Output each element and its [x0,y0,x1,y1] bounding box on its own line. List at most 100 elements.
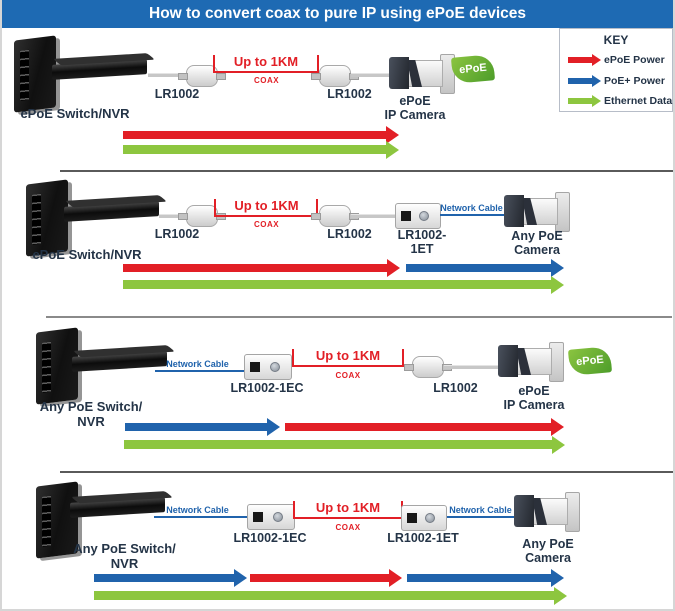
camera-label: Any PoE Camera [508,229,566,257]
bullet-camera [504,192,570,232]
epoe-leaf-badge: ePoE [567,346,613,376]
ethernet-data-arrow [123,275,564,294]
lr1002-label: LR1002 [327,227,372,241]
camera-lens-hood [389,57,409,89]
lr1002-label: LR1002 [433,381,478,395]
ethernet-switch [14,35,56,113]
lr1002-1et-converter [395,203,441,229]
poe-plus-power-arrow [407,569,564,587]
poe-plus-power-arrow [125,418,280,436]
lr1002-converter [404,356,452,378]
source-device-label: Any PoE Switch/ NVR [30,399,152,429]
lr1002-converter [311,65,359,87]
lr1002-1et-label: LR1002-1ET [387,531,459,545]
coax-line [294,365,402,367]
camera-label-line1: ePoE [518,384,550,398]
switch-ports [42,341,51,393]
camera-label-line2: IP Camera [503,398,565,412]
camera-lens-hood [498,345,518,377]
lr1002-label: LR1002 [154,87,200,101]
epoe-power-arrow-icon [568,54,601,66]
coax-distance-label: Up to 1KM [315,500,381,515]
source-device-label: Any PoE Switch/ NVR [62,541,187,571]
bullet-camera [498,342,564,382]
camera-label-line1: ePoE [399,94,431,108]
epoe-power-arrow [285,418,564,436]
network-cable-line [447,516,514,518]
coax-distance-label: Up to 1KM [234,198,299,213]
camera-lens-hood [504,195,524,227]
camera-label-line1: Any PoE [511,229,563,243]
coax-label: COAX [335,371,361,380]
key-item-epoe-power: ePoE Power [568,54,665,66]
title-banner: How to convert coax to pure IP using ePo… [2,0,673,28]
coax-distance-label: Up to 1KM [315,348,381,363]
patch-cable [351,73,389,77]
page-title: How to convert coax to pure IP using ePo… [149,5,526,22]
patch-cable [159,214,188,218]
epoe-power-arrow [123,126,399,144]
ethernet-data-arrow [123,140,399,159]
coax-span-tick [317,55,319,73]
lr1002-1ec-label: LR1002-1EC [233,531,307,545]
row-divider [46,316,672,318]
network-cable-line [155,370,244,372]
camera-lens-hood [514,495,534,527]
source-device-label-line2: NVR [77,414,105,429]
bullet-camera [389,54,455,94]
camera-label: ePoE IP Camera [502,384,566,412]
network-cable-label: Network Cable [166,359,229,369]
poe-plus-power-arrow [406,259,564,277]
network-cable-label: Network Cable [440,203,503,213]
camera-label: ePoE IP Camera [384,94,446,122]
lr1002-label: LR1002 [154,227,200,241]
network-cable-line [154,516,247,518]
lr1002-converter [311,205,359,227]
nvr-device [72,351,167,372]
nvr-device [70,497,165,518]
row-divider [60,170,673,172]
row-divider [60,471,673,473]
nvr-device [52,59,147,80]
key-item-poe-power: PoE+ Power [568,75,665,87]
coax-line [295,517,401,519]
switch-ports [32,193,41,245]
poe-plus-power-arrow [94,569,247,587]
patch-cable [351,214,395,218]
lr1002-1et-converter [401,505,447,531]
lr1002-1ec-converter [244,354,292,380]
lr1002-1et-label: LR1002-1ET [397,228,447,256]
camera-label-line2: Camera [525,551,571,565]
legend-key-box: KEY ePoE Power PoE+ Power Ethernet Data [559,28,673,112]
lr1002-1ec-converter [247,504,295,530]
coax-span-tick [213,55,215,73]
switch-ports [20,49,29,101]
poe-plus-power-arrow-icon [568,75,601,87]
ethernet-data-arrow [124,435,565,454]
lr1002-label: LR1002 [327,87,372,101]
switch-ports [42,495,51,547]
lr1002-converter [178,65,226,87]
coax-label: COAX [335,523,361,532]
network-cable-label: Network Cable [166,505,229,515]
coax-distance-label: Up to 1KM [233,54,299,69]
source-device-label: ePoE Switch/NVR [32,247,142,262]
epoe-leaf-badge: ePoE [450,54,496,84]
epoe-power-arrow [123,259,400,277]
coax-span-tick [402,349,404,367]
ethernet-switch [26,179,68,257]
source-device-label-line1: Any PoE Switch/ [73,541,176,556]
ethernet-data-arrow [94,586,567,605]
nvr-device [64,201,159,222]
key-item-label: PoE+ Power [604,75,665,87]
coax-label: COAX [253,220,280,229]
epoe-power-arrow [250,569,402,587]
coax-label: COAX [253,76,280,85]
key-item-ethernet-data: Ethernet Data [568,95,672,107]
coax-line [216,215,317,217]
patch-cable [148,73,188,77]
coax-span-tick [214,199,216,217]
camera-label-line2: IP Camera [384,108,446,122]
ethernet-data-arrow-icon [568,95,601,107]
